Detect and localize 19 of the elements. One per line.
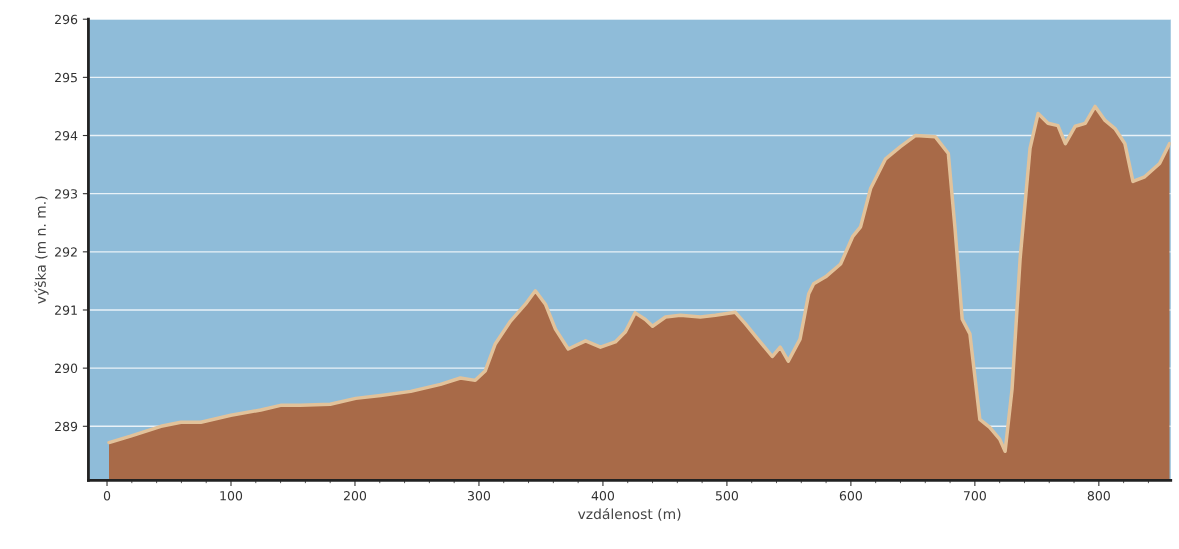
y-tick-label: 296 — [55, 14, 78, 25]
x-axis-title: vzdálenost (m) — [578, 507, 681, 521]
y-tick-label: 290 — [55, 363, 78, 374]
x-tick-label: 200 — [343, 491, 367, 501]
x-tick-label: 100 — [220, 491, 243, 501]
x-tick-label: 0 — [103, 491, 111, 501]
x-tick-label: 700 — [963, 491, 986, 501]
y-tick-label: 292 — [55, 247, 77, 257]
x-tick-label: 800 — [1087, 491, 1110, 501]
x-tick-label: 500 — [715, 491, 739, 501]
y-tick-label: 295 — [55, 72, 77, 83]
y-tick-label: 293 — [55, 189, 78, 199]
x-tick-label: 400 — [591, 491, 615, 501]
y-tick-label: 294 — [55, 130, 78, 141]
x-tick-label: 600 — [839, 491, 862, 501]
y-tick-label: 291 — [55, 305, 77, 315]
y-tick-label: 289 — [55, 421, 78, 432]
y-axis-title: výška (m n. m.) — [34, 196, 49, 304]
x-tick-label: 300 — [467, 491, 491, 501]
